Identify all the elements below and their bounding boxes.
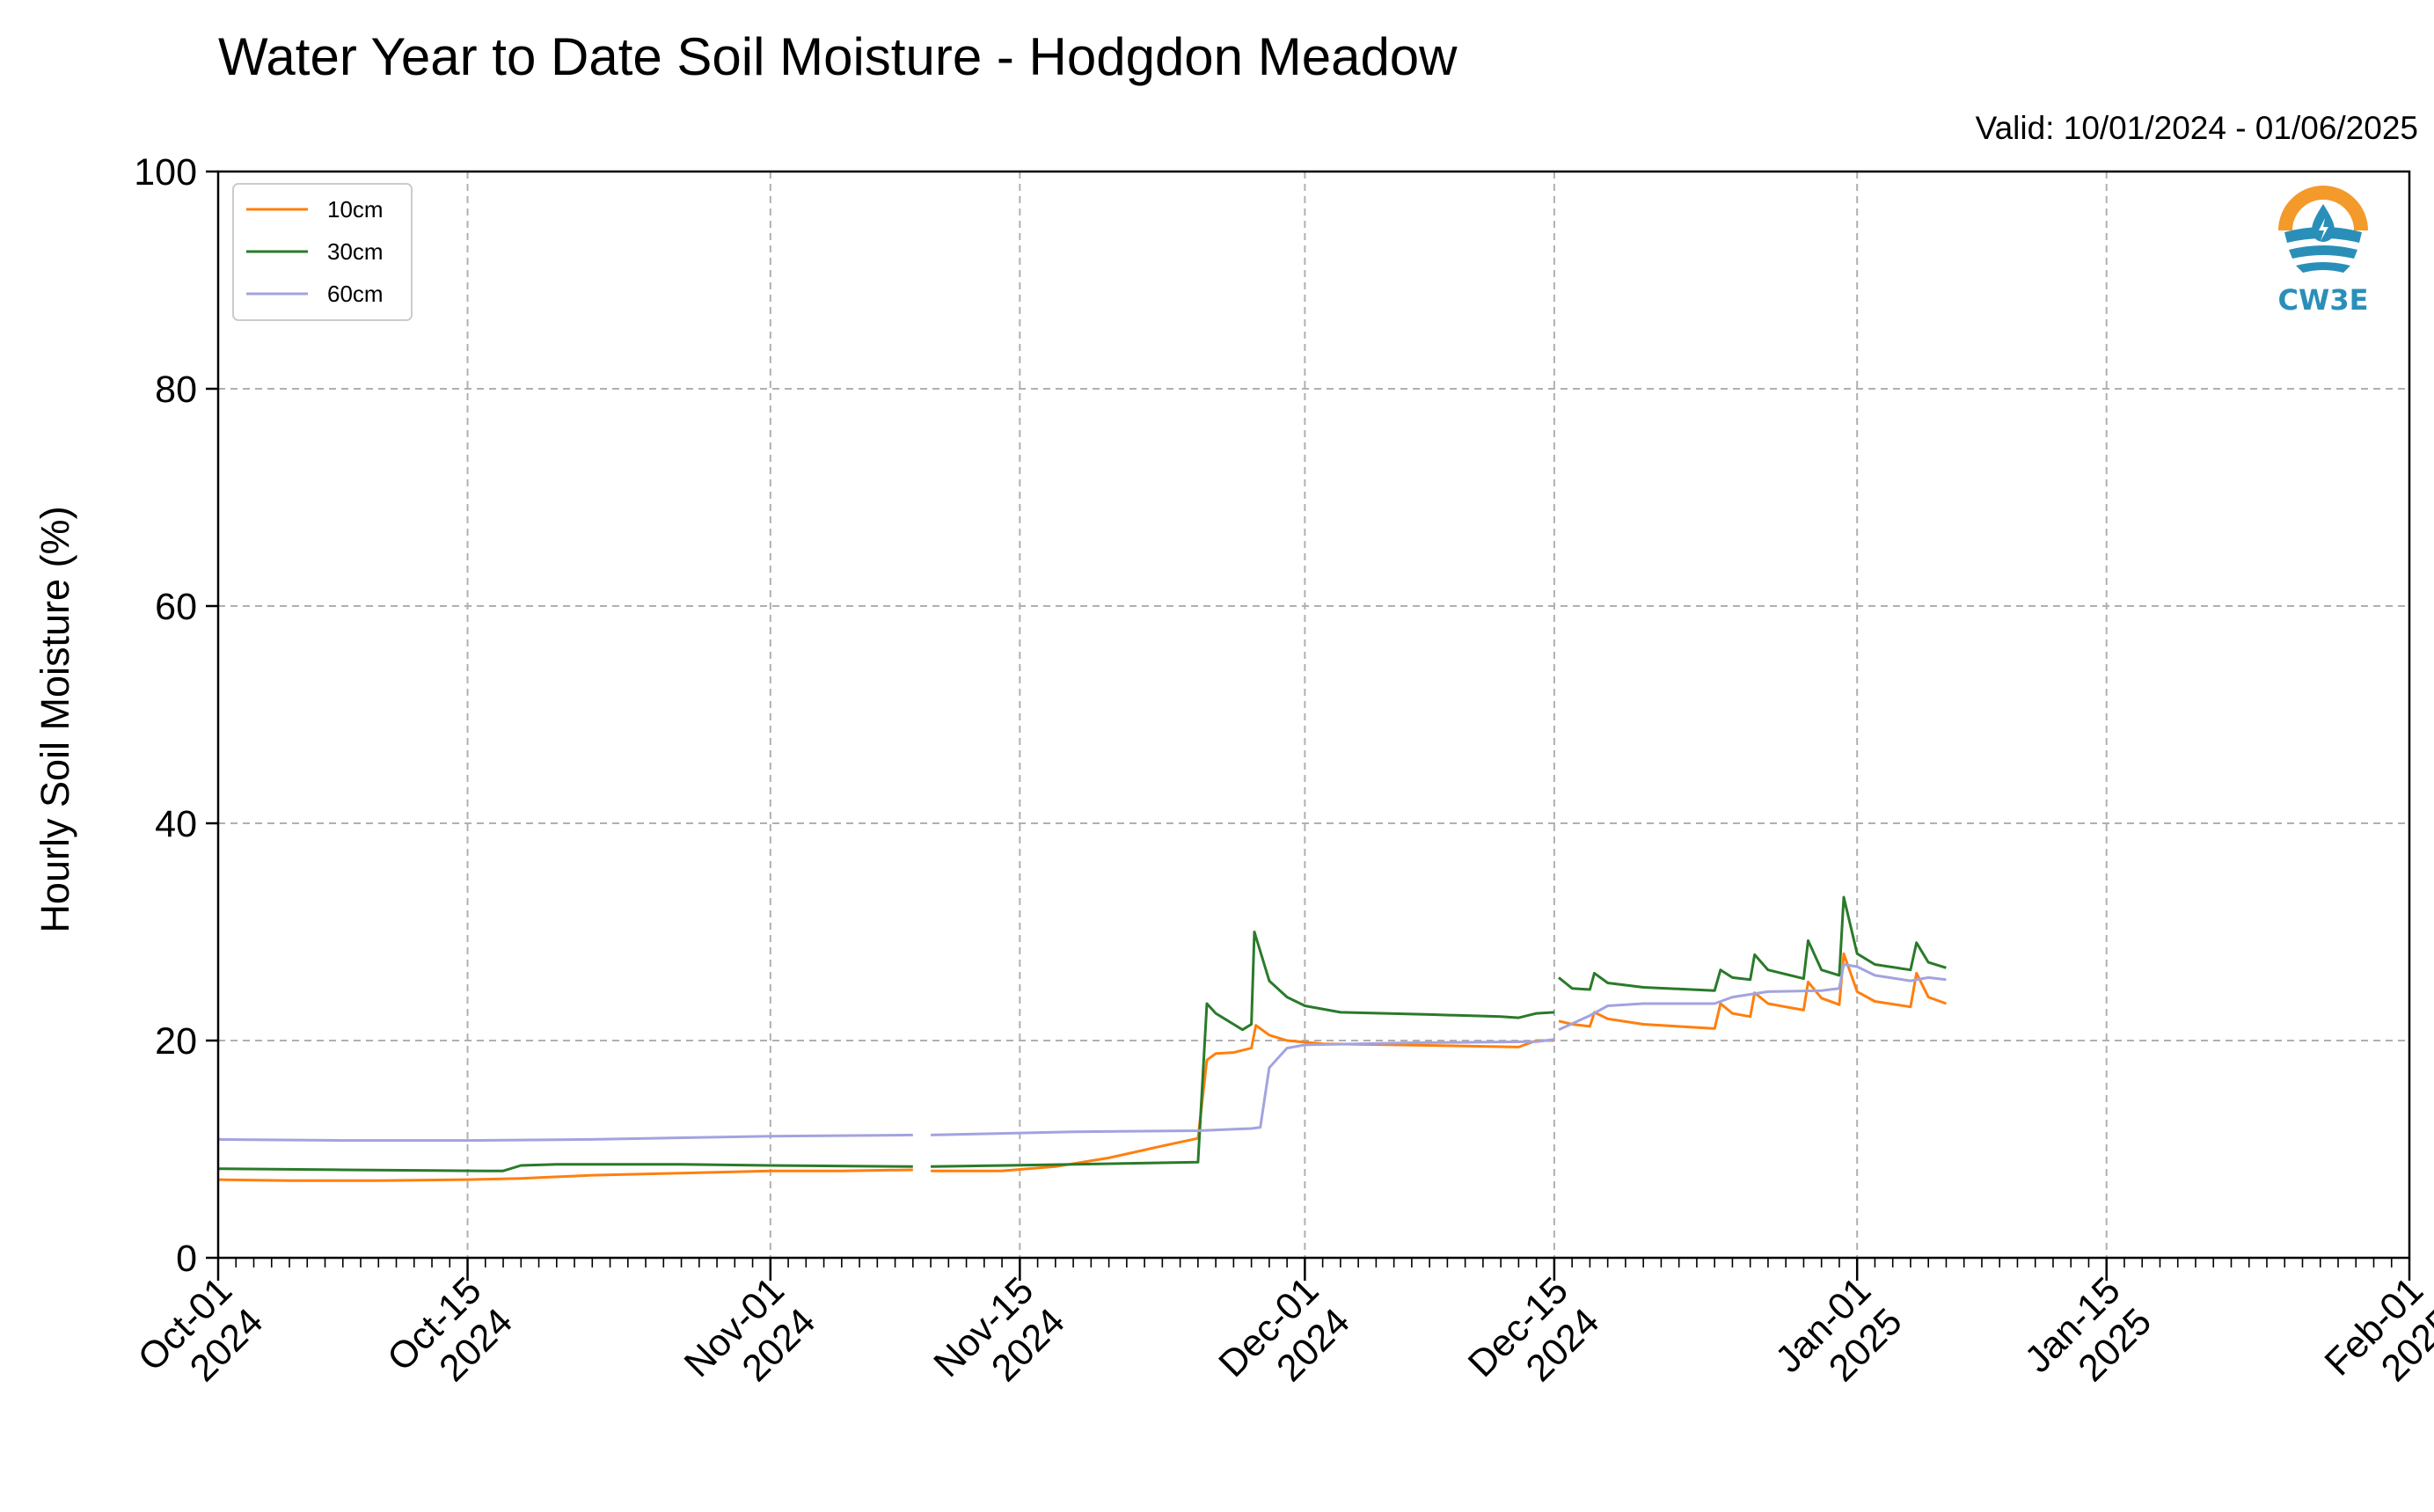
legend-label-30cm: 30cm — [327, 238, 384, 265]
series-10cm — [217, 952, 1947, 1182]
legend: 10cm 30cm 60cm — [232, 183, 413, 321]
chart-title: Water Year to Date Soil Moisture - Hodgd… — [218, 27, 1458, 86]
series-line-30cm — [1558, 895, 1947, 992]
series-line-60cm — [931, 1038, 1555, 1136]
legend-box — [232, 183, 413, 321]
plot-frame — [216, 170, 2411, 1260]
series-line-30cm — [931, 931, 1554, 1168]
data-series — [217, 895, 1947, 1182]
y-tick-label: 80 — [155, 369, 197, 411]
y-tick-label: 60 — [155, 586, 197, 628]
legend-label-60cm: 60cm — [327, 281, 384, 307]
series-line-10cm — [931, 1024, 1554, 1172]
logo-text: CW3E — [2278, 283, 2369, 317]
series-line-10cm — [1558, 952, 1947, 1030]
series-line-30cm — [217, 1163, 913, 1172]
series-line-60cm — [217, 1133, 913, 1143]
y-axis-label: Hourly Soil Moisture (%) — [33, 506, 77, 932]
series-line-60cm — [1558, 963, 1947, 1032]
y-tick-label: 40 — [155, 803, 197, 845]
series-30cm — [217, 895, 1947, 1172]
valid-date-range: Valid: 10/01/2024 - 01/06/2025 — [1975, 110, 2418, 146]
y-tick-label: 100 — [134, 151, 197, 194]
y-tick-label: 0 — [176, 1238, 197, 1280]
legend-label-10cm: 10cm — [327, 196, 384, 223]
series-line-10cm — [217, 1168, 913, 1182]
series-60cm — [217, 963, 1947, 1143]
grid-lines — [217, 171, 2410, 1259]
y-tick-label: 20 — [155, 1020, 197, 1063]
axes — [206, 170, 2411, 1281]
cw3e-logo: CW3E — [2277, 186, 2370, 317]
